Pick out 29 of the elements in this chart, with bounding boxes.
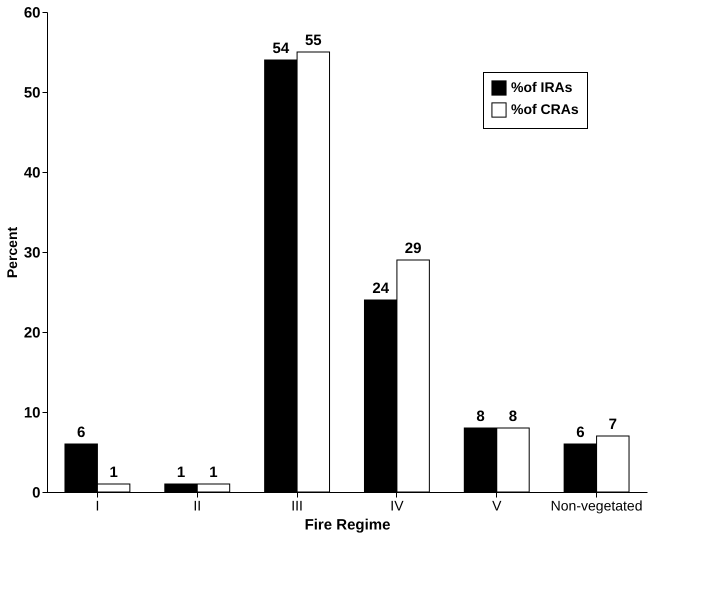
data-label: 6 <box>576 424 585 441</box>
data-label: 1 <box>176 464 186 481</box>
x-tick-label: Non-vegetated <box>550 498 643 514</box>
y-axis-title: Percent <box>4 226 20 278</box>
data-label: 7 <box>608 416 617 433</box>
data-label: 6 <box>77 424 86 441</box>
y-tick-label: 20 <box>24 324 40 342</box>
data-label: 1 <box>209 464 218 481</box>
data-label: 24 <box>372 280 390 297</box>
y-tick-label: 10 <box>24 404 40 422</box>
x-tick-label: III <box>291 498 303 514</box>
legend-label: %of CRAs <box>511 101 579 117</box>
y-tick-label: 60 <box>24 4 40 22</box>
x-axis-title: Fire Regime <box>304 516 390 534</box>
y-tick-label: 0 <box>32 484 40 502</box>
x-tick-label: I <box>95 498 100 514</box>
legend-label: %of IRAs <box>511 79 573 95</box>
x-tick-label: V <box>492 498 502 514</box>
x-tick-label: II <box>193 498 202 514</box>
x-tick-label: IV <box>390 498 404 514</box>
y-tick-label: 50 <box>24 84 40 102</box>
data-label: 8 <box>508 408 518 425</box>
y-tick-label: 30 <box>24 244 40 262</box>
data-label: 8 <box>476 408 485 425</box>
y-tick-label: 40 <box>24 164 40 182</box>
data-label: 1 <box>109 464 118 481</box>
data-label: 55 <box>304 32 322 49</box>
data-label: 29 <box>404 240 422 257</box>
data-label: 54 <box>272 40 290 57</box>
